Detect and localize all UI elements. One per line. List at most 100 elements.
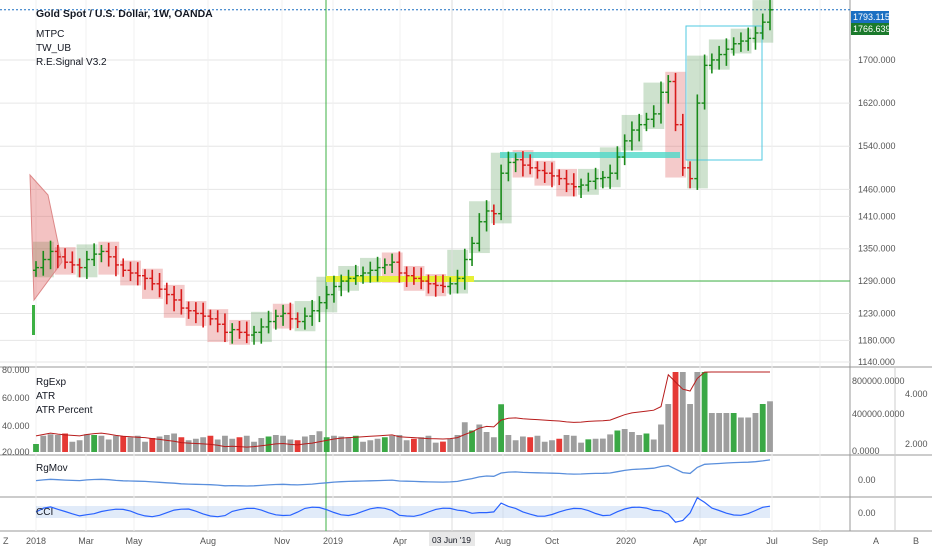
volume-bar	[629, 432, 635, 452]
volume-bar	[149, 438, 156, 452]
volume-bar	[40, 435, 47, 452]
volume-bar	[738, 417, 744, 452]
volume-profile	[29, 173, 63, 302]
volume-bar	[105, 439, 112, 452]
volume-bar	[229, 438, 236, 452]
volume-bar	[134, 435, 141, 452]
price-tick-label: 1140.000	[858, 357, 895, 367]
volume-bar	[381, 437, 388, 452]
volume-bar	[483, 432, 490, 452]
volume-bar	[62, 433, 68, 452]
volume-bar	[578, 442, 584, 452]
indicator-mtpc[interactable]: MTPC	[36, 29, 64, 40]
volume-bar	[425, 435, 432, 452]
volume-bar	[614, 430, 621, 452]
volume-bar	[599, 438, 606, 452]
cci-line	[35, 496, 771, 523]
volume-bar	[658, 424, 664, 452]
time-tick-label: Aug	[200, 536, 216, 546]
price-tick-label: 1620.000	[858, 98, 896, 108]
time-tick-label: Aug	[495, 536, 511, 546]
price-tick-label: 1350.000	[858, 244, 896, 254]
price-tick-label: 1180.000	[858, 335, 895, 345]
volume-bar	[447, 438, 454, 452]
volume-bar	[716, 413, 723, 452]
volume-bar	[352, 435, 359, 452]
oscillator-lines	[35, 371, 771, 523]
volume-bar	[520, 436, 526, 452]
volume-bar	[759, 404, 766, 452]
volume-bar	[222, 435, 228, 452]
time-tick-label: 2019	[323, 536, 343, 546]
volume-bar	[723, 413, 730, 452]
price-axis[interactable]: 1700.000 1620.000 1540.000 1460.000 1410.000…	[858, 55, 896, 367]
volume-bar	[76, 440, 83, 452]
vol-left-tick: 20.000	[2, 447, 30, 457]
rgexp-label[interactable]: RgExp	[36, 377, 66, 388]
time-axis[interactable]: 2018 Mar May Aug Nov 2019 Apr Aug Oct 2020 Apr Jul S…	[26, 536, 828, 546]
volume-bar	[440, 441, 446, 452]
cci-label[interactable]: CCI	[36, 507, 53, 518]
volume-bar	[570, 435, 577, 452]
volume-bar	[33, 444, 39, 452]
price-tick-label: 1290.000	[858, 276, 896, 286]
atr-percent-label[interactable]: ATR Percent	[36, 405, 93, 416]
price-tick-label: 1700.000	[858, 55, 896, 65]
time-tick-label: 2018	[26, 536, 46, 546]
profile-marker	[32, 305, 35, 335]
price-tick-label: 1540.000	[858, 141, 896, 151]
time-tick-label: Oct	[545, 536, 560, 546]
rgmov-label[interactable]: RgMov	[36, 463, 68, 474]
volume-bar	[418, 437, 425, 452]
volume-bar	[607, 434, 614, 452]
log-scale-button[interactable]: B	[913, 536, 919, 546]
volume-bar	[142, 441, 148, 452]
time-tick-label: Mar	[78, 536, 94, 546]
volume-bar	[265, 436, 272, 452]
volume-bar	[534, 435, 541, 452]
volume-bar	[171, 433, 177, 452]
indicator-tw-ub[interactable]: TW_UB	[36, 43, 71, 54]
target-box	[685, 25, 763, 161]
volume-bar	[745, 417, 752, 452]
price-tick-label: 1410.000	[858, 211, 896, 221]
volume-bar	[694, 372, 701, 452]
indicator-re-signal[interactable]: R.E.Signal V3.2	[36, 57, 107, 68]
volume-bar	[679, 372, 686, 452]
vol-right-tick: 0.0000	[852, 446, 880, 456]
volume-bar	[396, 435, 403, 452]
volume-bar	[752, 413, 759, 452]
volume-bar	[47, 434, 54, 452]
auto-scale-button[interactable]: A	[873, 536, 879, 546]
time-tick-label: May	[125, 536, 143, 546]
zoom-button[interactable]: Z	[3, 536, 9, 546]
volume-bar	[767, 401, 773, 452]
volume-bar	[432, 442, 439, 452]
symbol-title[interactable]: Gold Spot / U.S. Dollar, 1W, OANDA	[36, 8, 213, 20]
volume-bar	[585, 439, 592, 452]
volume-bar	[91, 435, 98, 452]
volume-bar	[294, 440, 301, 452]
volume-bar	[338, 436, 345, 452]
volume-bar	[701, 372, 708, 452]
volume-bar	[512, 440, 519, 452]
volume-bar	[178, 437, 185, 452]
atr-line	[35, 371, 770, 448]
volume-bar	[527, 437, 534, 452]
vol-right-tick: 400000.0000	[852, 409, 905, 419]
volume-bar	[730, 413, 737, 452]
atr-label[interactable]: ATR	[36, 391, 55, 402]
volume-bar	[672, 372, 679, 452]
price-tick-label: 1230.000	[858, 308, 896, 318]
price-tick-label: 1460.000	[858, 184, 896, 194]
volume-bar	[374, 438, 381, 452]
volume-bar	[127, 437, 134, 452]
current-price-badge	[851, 23, 889, 35]
cursor-date-label: 03 Jun '19	[432, 535, 471, 545]
volume-bar	[69, 441, 76, 452]
rgmov-axis-tick: 0.00	[858, 475, 876, 485]
time-tick-label: Apr	[393, 536, 407, 546]
vol-left-tick: 60.000	[2, 393, 30, 403]
